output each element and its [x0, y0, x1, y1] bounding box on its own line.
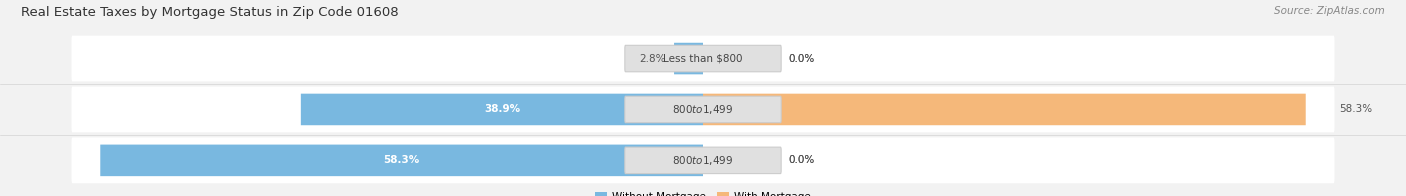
FancyBboxPatch shape	[624, 147, 782, 174]
Text: 0.0%: 0.0%	[789, 54, 815, 64]
FancyBboxPatch shape	[301, 94, 703, 125]
Text: $800 to $1,499: $800 to $1,499	[672, 103, 734, 116]
FancyBboxPatch shape	[673, 43, 703, 74]
FancyBboxPatch shape	[703, 94, 1306, 125]
Text: Less than $800: Less than $800	[664, 54, 742, 64]
Text: Source: ZipAtlas.com: Source: ZipAtlas.com	[1274, 6, 1385, 16]
Text: 0.0%: 0.0%	[789, 155, 815, 165]
FancyBboxPatch shape	[624, 96, 782, 123]
Text: 58.3%: 58.3%	[1339, 104, 1372, 114]
Text: 2.8%: 2.8%	[640, 54, 666, 64]
FancyBboxPatch shape	[100, 145, 703, 176]
FancyBboxPatch shape	[72, 137, 1334, 183]
Text: 0.0%: 0.0%	[789, 54, 815, 64]
FancyBboxPatch shape	[624, 45, 782, 72]
Text: 58.3%: 58.3%	[384, 155, 420, 165]
Text: 0.0%: 0.0%	[789, 155, 815, 165]
FancyBboxPatch shape	[72, 87, 1334, 132]
Legend: Without Mortgage, With Mortgage: Without Mortgage, With Mortgage	[591, 188, 815, 196]
Text: Real Estate Taxes by Mortgage Status in Zip Code 01608: Real Estate Taxes by Mortgage Status in …	[21, 6, 399, 19]
FancyBboxPatch shape	[72, 36, 1334, 82]
Text: $800 to $1,499: $800 to $1,499	[672, 154, 734, 167]
Text: 38.9%: 38.9%	[484, 104, 520, 114]
